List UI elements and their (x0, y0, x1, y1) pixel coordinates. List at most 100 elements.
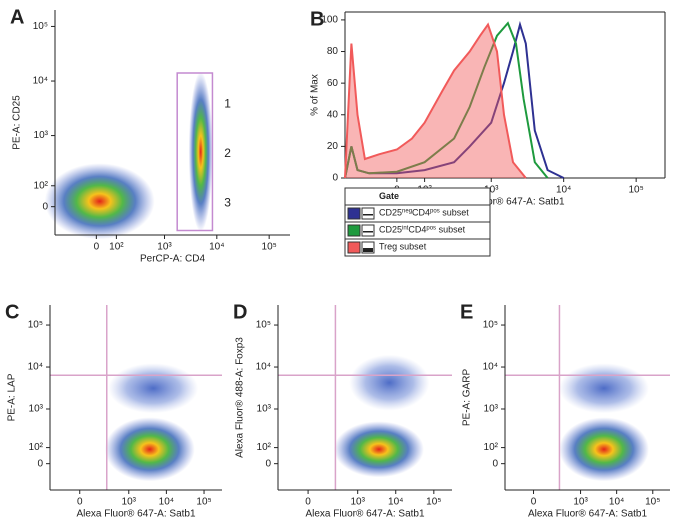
density-cloud (188, 71, 213, 232)
legend-label-part: Treg subset (379, 242, 427, 252)
legend-label-part: pos (430, 208, 440, 214)
density-cloud (108, 363, 199, 414)
legend-label: CD25negCD4pos subset (379, 208, 469, 218)
legend-title: Gate (379, 191, 399, 201)
x-tick-label: 10⁴ (209, 242, 224, 253)
legend-icon (361, 241, 375, 254)
x-tick-label: 10⁵ (426, 497, 441, 508)
y-tick-label: 10⁵ (28, 320, 43, 331)
x-tick-label: 10⁴ (388, 497, 403, 508)
legend-icon (361, 207, 375, 220)
legend-label-part: neg (402, 208, 412, 214)
y-tick-label: 0 (492, 458, 498, 469)
y-tick-label: 10³ (257, 404, 272, 415)
annotation: 1 (224, 97, 231, 111)
x-axis-label: Alexa Fluor® 647-A: Satb1 (305, 509, 425, 518)
y-tick-label: 10⁵ (256, 320, 271, 331)
legend-icon-bar (363, 214, 373, 216)
y-tick-label: 0 (265, 458, 271, 469)
x-tick-label: 10⁴ (609, 497, 624, 508)
x-tick-label: 0 (77, 497, 83, 508)
x-tick-label: 10³ (350, 497, 365, 508)
y-tick-label: 10⁵ (33, 21, 48, 32)
legend-label-part: CD4 (408, 225, 426, 235)
y-tick-label: 10² (29, 442, 44, 453)
y-tick-label: 60 (327, 78, 339, 89)
legend-label-part: subset (436, 225, 466, 235)
y-tick-label: 10⁴ (33, 76, 48, 87)
y-tick-label: 10² (257, 442, 272, 453)
line (344, 22, 527, 179)
x-axis-label: PerCP-A: CD4 (140, 254, 205, 265)
x-tick-label: 10⁵ (645, 497, 660, 508)
y-tick-label: 10⁵ (483, 320, 498, 331)
x-tick-label: 10⁵ (629, 185, 644, 196)
y-tick-label: 10² (484, 442, 499, 453)
x-axis-label: Alexa Fluor® 647-A: Satb1 (528, 509, 648, 518)
y-tick-label: 100 (321, 15, 338, 26)
y-axis-label: Alexa Fluor® 488-A: Foxp3 (235, 337, 246, 458)
gate (176, 72, 214, 232)
annotation: 3 (224, 196, 231, 210)
panel-label: C (5, 301, 19, 323)
legend-label-part: CD25 (379, 208, 402, 218)
x-tick-label: 10³ (157, 242, 172, 253)
annotation: 2 (224, 146, 231, 160)
legend-icon-bar (363, 248, 373, 252)
panel-label: A (10, 6, 24, 28)
x-tick-label: 10² (109, 242, 124, 253)
legend-icon-bar (363, 231, 373, 233)
legend-label-part: int (402, 225, 409, 231)
x-tick-label: 0 (531, 497, 537, 508)
density-cloud (44, 163, 155, 240)
y-tick-label: 10³ (34, 130, 49, 141)
y-tick-label: 10⁴ (256, 362, 271, 373)
x-tick-label: 0 (94, 242, 100, 253)
y-tick-label: 10³ (484, 404, 499, 415)
x-tick-label: 10⁵ (262, 242, 277, 253)
x-tick-label: 10⁵ (196, 497, 211, 508)
x-tick-label: 10³ (484, 185, 499, 196)
density-cloud (104, 417, 195, 482)
x-tick-label: 10⁴ (556, 185, 571, 196)
legend-label-part: CD4 (412, 208, 430, 218)
legend-label-part: CD25 (379, 225, 402, 235)
legend-label: Treg subset (379, 242, 427, 252)
y-tick-label: 0 (42, 201, 48, 212)
y-tick-label: 0 (37, 458, 43, 469)
y-tick-label: 20 (327, 141, 339, 152)
y-axis-label: PE-A: GARP (462, 369, 473, 427)
line (344, 21, 549, 179)
x-axis-label: Alexa Fluor® 647-A: Satb1 (76, 509, 196, 518)
x-tick-label: 10³ (573, 497, 588, 508)
legend-swatch (347, 207, 361, 220)
y-axis-label: PE-A: CD25 (12, 95, 23, 150)
y-tick-label: 40 (327, 109, 339, 120)
y-tick-label: 10⁴ (483, 362, 498, 373)
x-tick-label: 10³ (122, 497, 137, 508)
legend-label: CD25intCD4pos subset (379, 225, 466, 235)
x-tick-label: 0 (305, 497, 311, 508)
y-axis-label: % of Max (310, 74, 321, 116)
legend-label-part: subset (440, 208, 470, 218)
x-tick-label: 10⁴ (159, 497, 174, 508)
density-cloud (559, 417, 649, 482)
x-axis-label: Alexa Fluor® 647-A: Satb1 (445, 197, 565, 208)
y-tick-label: 10⁴ (28, 362, 43, 373)
legend-label-part: pos (426, 225, 436, 231)
density-cloud (333, 421, 424, 478)
legend-swatch (347, 224, 361, 237)
y-tick-label: 80 (327, 46, 339, 57)
panel-label: D (233, 301, 247, 323)
y-tick-label: 10² (34, 180, 49, 191)
density-cloud (349, 354, 430, 411)
y-tick-label: 0 (332, 173, 338, 184)
panel-label: E (460, 301, 473, 323)
y-axis-label: PE-A: LAP (7, 373, 18, 421)
panel-label: B (310, 8, 324, 30)
area (345, 24, 526, 178)
legend-swatch (347, 241, 361, 254)
legend-icon (361, 224, 375, 237)
